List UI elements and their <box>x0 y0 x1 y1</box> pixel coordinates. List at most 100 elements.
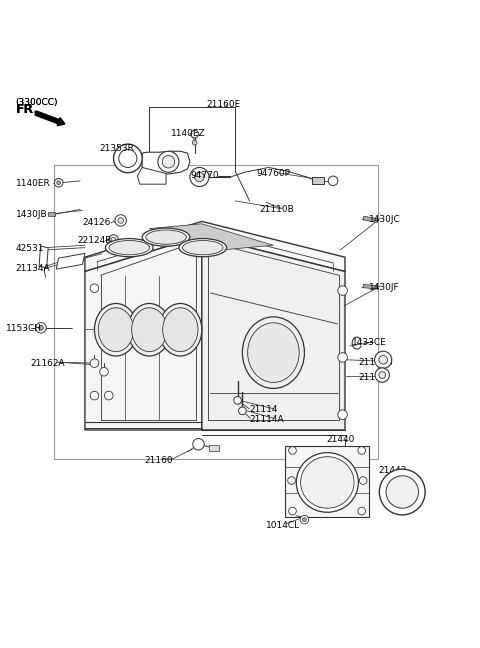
Text: 21114: 21114 <box>250 406 278 415</box>
Circle shape <box>379 356 387 364</box>
Text: 1140EZ: 1140EZ <box>171 128 205 137</box>
Text: 21114A: 21114A <box>250 415 284 424</box>
Circle shape <box>114 144 142 173</box>
Text: 21117: 21117 <box>359 373 387 382</box>
Ellipse shape <box>128 303 171 356</box>
Ellipse shape <box>300 457 354 508</box>
Text: (3300CC): (3300CC) <box>16 98 58 107</box>
Circle shape <box>158 151 179 172</box>
Ellipse shape <box>296 452 359 513</box>
Circle shape <box>358 507 365 515</box>
Text: 21110B: 21110B <box>259 205 294 214</box>
Circle shape <box>105 391 113 400</box>
Text: (3300CC): (3300CC) <box>16 98 58 107</box>
Circle shape <box>358 446 365 454</box>
Circle shape <box>288 477 295 484</box>
Text: 21115B: 21115B <box>359 358 393 367</box>
Ellipse shape <box>182 240 223 255</box>
Circle shape <box>360 477 367 484</box>
Circle shape <box>338 353 348 362</box>
Circle shape <box>328 176 338 185</box>
Circle shape <box>193 439 204 450</box>
Bar <box>363 216 378 222</box>
Bar <box>48 213 55 216</box>
Circle shape <box>199 245 205 252</box>
Text: 1014CL: 1014CL <box>266 521 300 530</box>
Circle shape <box>375 368 389 382</box>
Text: FR.: FR. <box>16 103 39 116</box>
Text: 1140ER: 1140ER <box>16 179 50 188</box>
Circle shape <box>386 476 419 508</box>
Circle shape <box>54 178 63 187</box>
Circle shape <box>374 351 392 368</box>
Text: 42531: 42531 <box>16 244 44 253</box>
Text: 94770: 94770 <box>190 170 218 179</box>
Circle shape <box>288 446 296 454</box>
Circle shape <box>379 469 425 515</box>
Circle shape <box>234 397 241 404</box>
Text: 94760P: 94760P <box>257 169 291 178</box>
Ellipse shape <box>248 323 299 382</box>
Polygon shape <box>202 236 345 430</box>
FancyArrow shape <box>35 111 65 126</box>
Circle shape <box>302 518 306 522</box>
Text: 1571TC: 1571TC <box>187 244 221 253</box>
Circle shape <box>195 172 204 182</box>
Ellipse shape <box>159 303 202 356</box>
Polygon shape <box>85 236 202 430</box>
Text: 21160E: 21160E <box>206 100 241 109</box>
Circle shape <box>190 167 209 187</box>
Polygon shape <box>137 167 166 184</box>
Polygon shape <box>56 253 85 269</box>
Text: 21353R: 21353R <box>99 144 134 153</box>
Circle shape <box>38 325 43 330</box>
Bar <box>209 445 219 452</box>
Text: 21160: 21160 <box>144 456 173 465</box>
Circle shape <box>109 235 118 244</box>
Circle shape <box>191 130 199 138</box>
Text: 1430JC: 1430JC <box>369 216 401 224</box>
Circle shape <box>100 367 108 376</box>
Polygon shape <box>149 224 274 250</box>
Text: 21134A: 21134A <box>16 264 50 273</box>
Circle shape <box>288 507 296 515</box>
Ellipse shape <box>95 303 137 356</box>
Circle shape <box>379 372 385 378</box>
Circle shape <box>118 218 123 224</box>
Ellipse shape <box>98 308 133 352</box>
Text: 21162A: 21162A <box>30 358 65 367</box>
Ellipse shape <box>109 240 150 255</box>
Polygon shape <box>39 246 48 268</box>
Circle shape <box>195 242 208 255</box>
Ellipse shape <box>146 230 186 244</box>
Bar <box>312 177 324 184</box>
Circle shape <box>239 407 246 415</box>
Ellipse shape <box>132 308 167 352</box>
Text: 1433CE: 1433CE <box>352 338 387 347</box>
Ellipse shape <box>163 308 198 352</box>
Polygon shape <box>142 151 190 174</box>
Ellipse shape <box>142 228 190 246</box>
Bar <box>54 165 378 459</box>
Text: 24126: 24126 <box>83 218 111 227</box>
Circle shape <box>90 284 99 292</box>
Text: 1153CH: 1153CH <box>6 324 42 333</box>
Circle shape <box>36 323 46 333</box>
Bar <box>363 284 377 289</box>
Text: 21443: 21443 <box>378 467 407 476</box>
Ellipse shape <box>106 238 153 257</box>
Polygon shape <box>285 446 369 517</box>
Text: FR.: FR. <box>16 103 39 116</box>
Text: 21440: 21440 <box>326 435 354 444</box>
Circle shape <box>57 181 60 185</box>
Circle shape <box>338 286 348 295</box>
Circle shape <box>90 391 99 400</box>
Circle shape <box>111 237 116 242</box>
Text: 1430JF: 1430JF <box>369 283 399 292</box>
Text: 22124B: 22124B <box>78 236 112 245</box>
Circle shape <box>192 140 197 145</box>
Ellipse shape <box>179 238 227 257</box>
Circle shape <box>90 359 99 367</box>
Circle shape <box>162 156 175 168</box>
Circle shape <box>300 515 309 524</box>
